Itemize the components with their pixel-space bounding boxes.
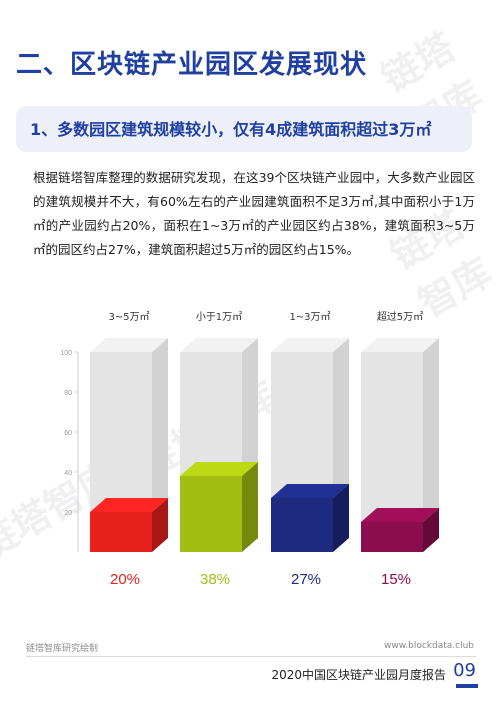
- bar-side: [333, 484, 349, 552]
- y-tick-label: 20: [64, 510, 72, 517]
- column-bg-top: [361, 338, 439, 352]
- bar-front: [180, 476, 242, 552]
- column-bg-front: [361, 352, 423, 552]
- bar-front: [271, 498, 333, 552]
- column-bg-top: [90, 338, 168, 352]
- value-label: 15%: [381, 571, 411, 588]
- report-title: 2020中国区块链产业园月度报告: [271, 668, 446, 682]
- section-subtitle: 1、多数园区建筑规模较小，仅有4成建筑面积超过3万㎡: [30, 120, 432, 139]
- column-bg-top: [271, 338, 349, 352]
- bar-top: [180, 462, 258, 476]
- value-label: 20%: [110, 571, 140, 588]
- bar-side: [152, 498, 168, 552]
- category-label: 小于1万㎡: [196, 311, 242, 323]
- category-label: 超过5万㎡: [377, 310, 423, 323]
- bar-front: [361, 522, 423, 552]
- y-tick-label: 40: [64, 470, 72, 477]
- bar-top: [271, 484, 349, 498]
- page-title: 二、区块链产业园区发展现状: [16, 50, 368, 80]
- page-accent-bar: [456, 684, 478, 688]
- y-tick-label: 60: [64, 430, 72, 437]
- bar-top: [90, 498, 168, 512]
- bar-top: [361, 508, 439, 522]
- column-bg-side: [423, 338, 439, 552]
- value-label: 27%: [291, 571, 321, 588]
- bar-side: [242, 462, 258, 552]
- y-tick-label: 100: [60, 350, 72, 357]
- bar-chart: 100 80 60 40 20 3~5万㎡ 20% 小于1万㎡ 38% 1~3万㎡ 27% 超过5万㎡…: [60, 310, 439, 588]
- bar-side: [423, 508, 439, 552]
- category-label: 3~5万㎡: [108, 311, 149, 323]
- footer-url: www.blockdata.club: [384, 641, 474, 651]
- footer-divider: [26, 656, 476, 657]
- footer-source: 链塔智库研究绘制: [26, 644, 99, 654]
- value-label: 38%: [200, 571, 230, 588]
- bar-front: [90, 512, 152, 552]
- page-number: 09: [453, 660, 476, 681]
- column-bg-top: [180, 338, 258, 352]
- body-paragraph: 根据链塔智库整理的数据研究发现，在这39个区块链产业园中，大多数产业园区的建筑规…: [33, 170, 475, 257]
- subtitle-box: [16, 106, 472, 152]
- y-tick-label: 80: [64, 390, 72, 397]
- category-label: 1~3万㎡: [289, 311, 330, 323]
